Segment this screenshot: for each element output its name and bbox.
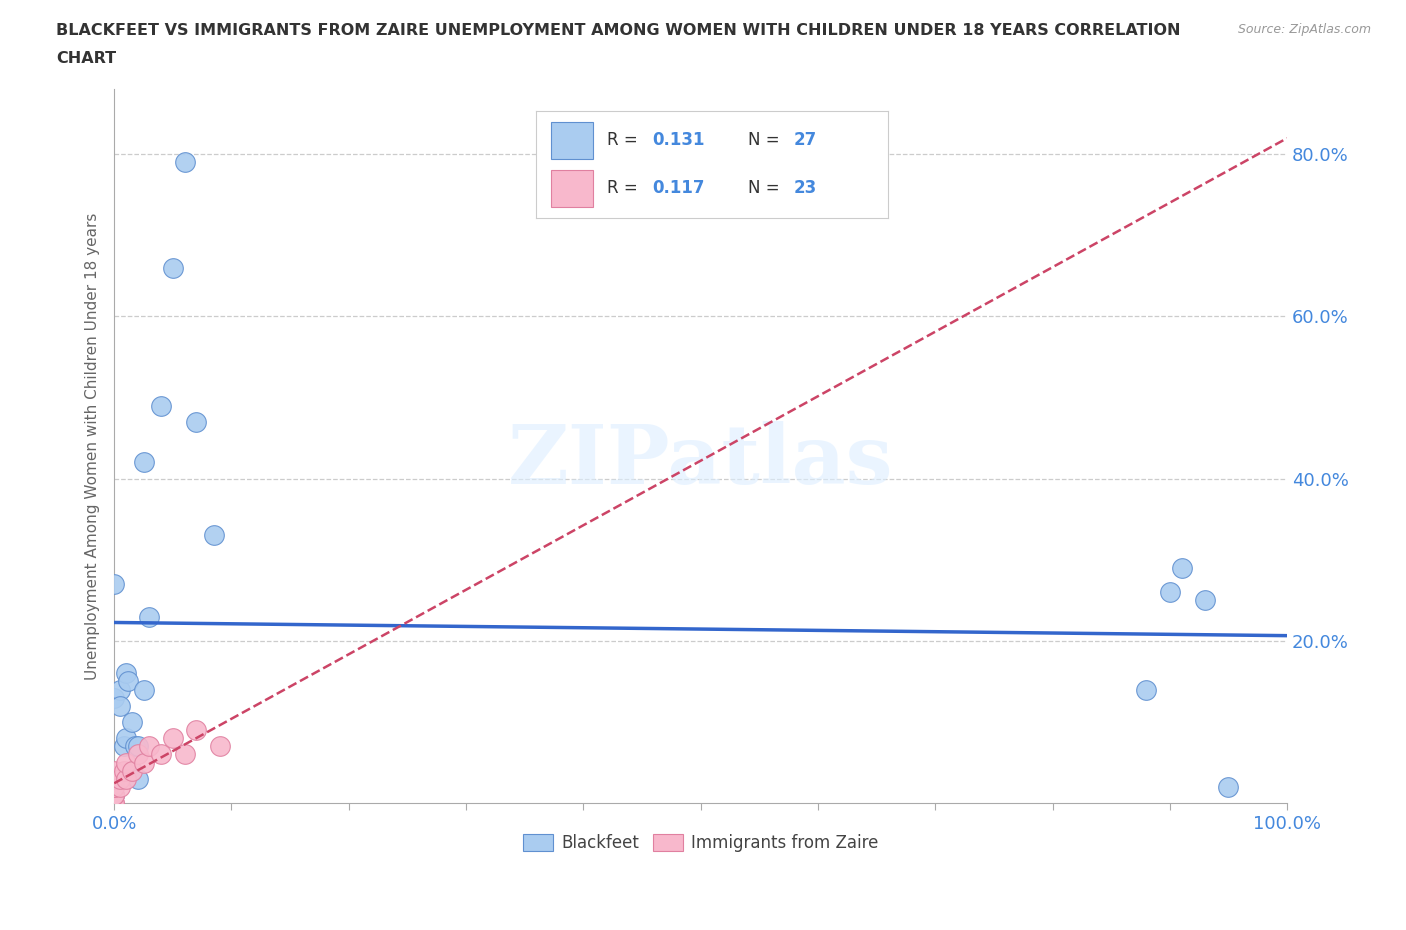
Point [186, 723, 208, 737]
Point [108, 698, 131, 713]
Point [208, 738, 231, 753]
Point [103, 764, 125, 778]
Point [117, 674, 139, 689]
Point [132, 455, 155, 470]
Point [121, 714, 143, 729]
Point [150, 747, 173, 762]
Point [108, 779, 131, 794]
Point [162, 260, 184, 275]
Point [121, 764, 143, 778]
Point [108, 771, 131, 786]
Point [121, 764, 143, 778]
Point [103, 779, 125, 794]
Y-axis label: Unemployment Among Women with Children Under 18 years: Unemployment Among Women with Children U… [86, 213, 100, 680]
Text: CHART: CHART [56, 51, 117, 66]
Text: BLACKFEET VS IMMIGRANTS FROM ZAIRE UNEMPLOYMENT AMONG WOMEN WITH CHILDREN UNDER : BLACKFEET VS IMMIGRANTS FROM ZAIRE UNEMP… [56, 23, 1181, 38]
Point [115, 666, 138, 681]
Point [103, 690, 125, 705]
Point [124, 738, 146, 753]
Point [132, 682, 155, 697]
Text: Source: ZipAtlas.com: Source: ZipAtlas.com [1237, 23, 1371, 36]
Point [103, 788, 125, 803]
Point [1194, 593, 1216, 608]
Point [115, 755, 138, 770]
Point [115, 731, 138, 746]
Point [138, 738, 160, 753]
Point [186, 415, 208, 430]
Text: ZIPatlas: ZIPatlas [508, 420, 893, 500]
Point [138, 609, 160, 624]
Point [103, 771, 125, 786]
Point [127, 738, 149, 753]
Point [1218, 779, 1240, 794]
Point [127, 771, 149, 786]
Point [103, 788, 125, 803]
Point [202, 528, 225, 543]
Point [103, 577, 125, 591]
Point [132, 755, 155, 770]
Point [103, 771, 125, 786]
Point [1135, 682, 1157, 697]
Point [103, 779, 125, 794]
Point [103, 788, 125, 803]
Point [108, 682, 131, 697]
Point [103, 796, 125, 811]
Point [1170, 561, 1192, 576]
Point [115, 771, 138, 786]
Point [173, 747, 195, 762]
Point [1159, 585, 1181, 600]
Point [162, 731, 184, 746]
Point [173, 155, 195, 170]
Point [127, 747, 149, 762]
Point [112, 764, 135, 778]
Legend: Blackfeet, Immigrants from Zaire: Blackfeet, Immigrants from Zaire [516, 828, 884, 859]
Point [150, 398, 173, 413]
Point [112, 738, 135, 753]
Point [103, 796, 125, 811]
